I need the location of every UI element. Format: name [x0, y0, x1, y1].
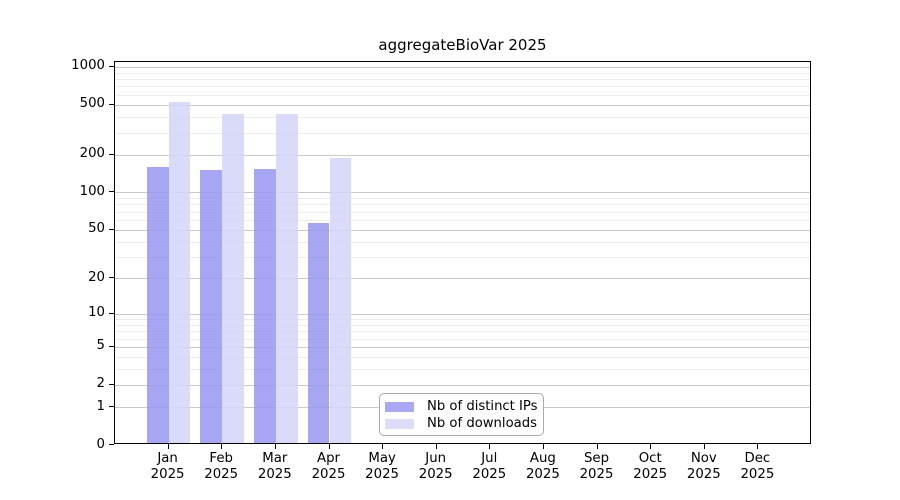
y-gridline-minor — [115, 116, 810, 118]
y-gridline-minor — [115, 94, 810, 96]
y-gridline-minor — [115, 78, 810, 80]
y-tick — [109, 153, 114, 155]
x-tick — [167, 444, 169, 449]
y-gridline-major — [115, 104, 810, 106]
x-tick — [221, 444, 223, 449]
y-tick-label: 100 — [79, 183, 105, 199]
x-tick — [542, 444, 544, 449]
y-tick-label: 500 — [79, 96, 105, 112]
y-tick-label: 1 — [96, 398, 105, 414]
x-tick-label: Aug 2025 — [525, 451, 560, 482]
legend-label: Nb of downloads — [427, 416, 537, 431]
y-tick-label: 50 — [88, 221, 105, 237]
bar-downloads-feb — [222, 114, 244, 443]
x-tick — [596, 444, 598, 449]
bar-downloads-mar — [275, 114, 298, 443]
legend-item: Nb of downloads — [385, 415, 537, 432]
bar-distinct-ips-jan — [146, 166, 169, 443]
legend: Nb of distinct IPs Nb of downloads — [379, 393, 544, 436]
y-gridline-minor — [115, 198, 810, 199]
x-tick — [703, 444, 705, 449]
y-gridline-minor — [115, 369, 810, 371]
y-gridline-major — [115, 278, 810, 280]
y-gridline-minor — [115, 132, 810, 134]
y-gridline-minor — [115, 324, 810, 326]
chart-title: aggregateBioVar 2025 — [378, 36, 547, 54]
bar-downloads-apr — [329, 158, 352, 443]
x-tick — [328, 444, 330, 449]
y-gridline-minor — [115, 211, 810, 213]
y-gridline-major — [115, 346, 810, 348]
x-tick-label: Feb 2025 — [204, 451, 239, 482]
x-tick-label: May 2025 — [365, 451, 400, 482]
y-gridline-minor — [115, 72, 810, 74]
x-tick-label: Mar 2025 — [257, 451, 292, 482]
y-gridline-minor — [115, 338, 810, 340]
y-tick — [109, 383, 114, 385]
legend-label: Nb of distinct IPs — [427, 399, 538, 414]
y-tick — [109, 65, 114, 67]
y-gridline-major — [115, 192, 810, 194]
y-tick — [109, 406, 114, 407]
x-tick — [435, 444, 437, 449]
legend-item: Nb of distinct IPs — [385, 398, 538, 415]
bar-downloads-jan — [168, 101, 191, 443]
y-tick — [109, 191, 114, 193]
x-tick-label: Oct 2025 — [633, 451, 668, 482]
x-tick-label: Jun 2025 — [418, 451, 453, 482]
y-gridline-minor — [115, 331, 810, 333]
x-tick-label: Apr 2025 — [311, 451, 346, 482]
bar-distinct-ips-mar — [254, 168, 276, 443]
y-tick-label: 20 — [88, 269, 105, 285]
y-gridline-minor — [115, 241, 810, 243]
y-gridline-major — [115, 66, 810, 68]
bar-distinct-ips-apr — [307, 222, 330, 443]
y-gridline-major — [115, 229, 810, 231]
y-tick — [109, 228, 114, 230]
y-tick — [109, 312, 114, 314]
y-gridline-minor — [115, 257, 810, 258]
y-tick-label: 0 — [96, 436, 105, 452]
x-tick-label: Jul 2025 — [472, 451, 507, 482]
y-gridline-major — [115, 154, 810, 156]
y-tick — [109, 345, 114, 347]
legend-swatch — [385, 401, 414, 412]
y-gridline-minor — [115, 204, 810, 206]
legend-swatch — [385, 418, 414, 429]
y-tick — [109, 444, 114, 445]
y-tick-label: 200 — [79, 146, 105, 162]
y-gridline-minor — [115, 219, 810, 221]
x-tick — [274, 444, 276, 449]
y-tick — [109, 103, 114, 105]
bar-distinct-ips-feb — [200, 170, 223, 443]
y-gridline-major — [115, 384, 810, 386]
y-gridline-minor — [115, 86, 810, 88]
y-tick-label: 2 — [96, 376, 105, 392]
y-tick-label: 10 — [88, 305, 105, 321]
x-tick-label: Dec 2025 — [740, 451, 775, 482]
x-tick — [757, 444, 759, 449]
y-tick-label: 5 — [96, 338, 105, 354]
x-tick — [382, 444, 384, 449]
x-tick-label: Jan 2025 — [150, 451, 185, 482]
y-tick — [109, 277, 114, 279]
plot-area — [114, 61, 811, 444]
y-gridline-minor — [115, 356, 810, 358]
y-gridline-minor — [115, 318, 810, 320]
x-tick — [489, 444, 491, 449]
x-tick — [650, 444, 652, 449]
y-tick-label: 1000 — [71, 58, 105, 74]
x-tick-label: Nov 2025 — [686, 451, 721, 482]
x-tick-label: Sep 2025 — [579, 451, 614, 482]
y-gridline-major — [115, 313, 810, 315]
